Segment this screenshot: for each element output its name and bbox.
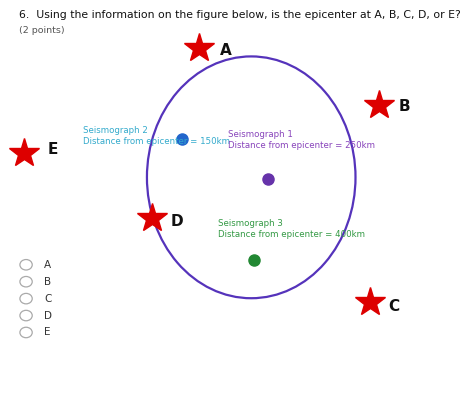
Text: D: D: [44, 311, 52, 320]
Circle shape: [20, 293, 32, 304]
Text: Distance from epicenter = 400km: Distance from epicenter = 400km: [218, 230, 365, 239]
Circle shape: [20, 310, 32, 321]
Text: (2 points): (2 points): [19, 26, 64, 35]
Text: C: C: [44, 294, 52, 303]
Text: B: B: [44, 277, 51, 287]
Text: Seismograph 3: Seismograph 3: [218, 219, 283, 228]
Circle shape: [20, 260, 32, 270]
Text: Distance from epicenter = 250km: Distance from epicenter = 250km: [228, 141, 374, 150]
Text: D: D: [171, 214, 183, 229]
Text: Distance from epicenter = 150km: Distance from epicenter = 150km: [83, 137, 230, 146]
Text: A: A: [44, 260, 51, 270]
Text: E: E: [44, 328, 51, 337]
Circle shape: [20, 276, 32, 287]
Text: Seismograph 2: Seismograph 2: [83, 126, 148, 135]
Text: Seismograph 1: Seismograph 1: [228, 130, 292, 139]
Text: B: B: [398, 99, 410, 114]
Text: C: C: [389, 299, 400, 314]
Text: 6.  Using the information on the figure below, is the epicenter at A, B, C, D, o: 6. Using the information on the figure b…: [19, 10, 461, 20]
Text: E: E: [47, 141, 58, 157]
Circle shape: [20, 327, 32, 338]
Text: A: A: [220, 43, 232, 58]
